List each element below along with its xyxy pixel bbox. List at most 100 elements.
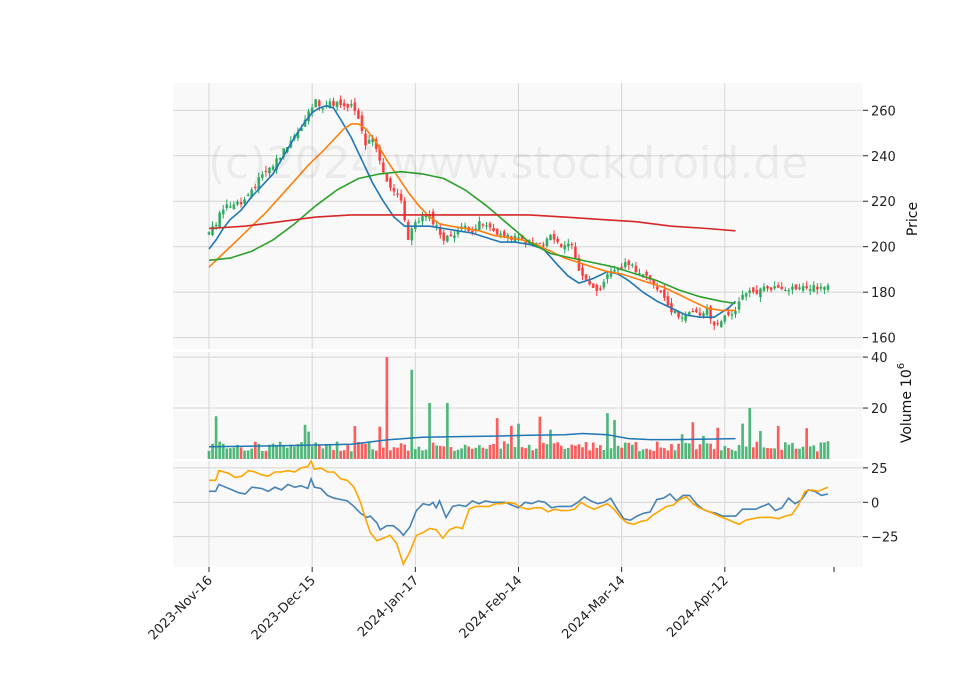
volume-bar-38 bbox=[342, 450, 346, 459]
volume-bar-83 bbox=[502, 441, 506, 459]
volume-bar-17 bbox=[268, 444, 271, 459]
volume-bar-29 bbox=[310, 446, 314, 459]
candle-body-116 bbox=[620, 266, 624, 269]
candle-body-31 bbox=[317, 100, 321, 107]
candle-body-149 bbox=[737, 301, 741, 310]
volume-bar-150 bbox=[741, 423, 744, 459]
volume-bar-107 bbox=[588, 450, 591, 459]
candle-body-81 bbox=[495, 228, 499, 235]
volume-bar-48 bbox=[378, 426, 382, 459]
volume-bar-90 bbox=[527, 444, 531, 459]
volume-bar-133 bbox=[680, 434, 684, 459]
volume-bar-41 bbox=[353, 426, 357, 459]
volume-bar-42 bbox=[357, 441, 360, 459]
volume-bar-40 bbox=[349, 451, 353, 459]
volume-bar-125 bbox=[652, 450, 656, 459]
candle-body-167 bbox=[801, 286, 805, 291]
candle-body-157 bbox=[766, 286, 769, 289]
candle-body-156 bbox=[762, 286, 766, 291]
volume-bar-74 bbox=[470, 448, 474, 459]
volume-bar-54 bbox=[399, 443, 403, 459]
volume-bar-163 bbox=[787, 444, 791, 459]
volume-bar-149 bbox=[737, 445, 741, 459]
candle-body-13 bbox=[253, 186, 257, 189]
candle-body-61 bbox=[424, 215, 428, 218]
candle-body-8 bbox=[236, 201, 239, 205]
candle-body-111 bbox=[602, 281, 606, 288]
candle-body-34 bbox=[328, 101, 332, 109]
volume-bar-99 bbox=[559, 445, 563, 459]
candle-body-125 bbox=[652, 279, 656, 286]
volume-bar-135 bbox=[687, 443, 691, 459]
candle-body-96 bbox=[549, 234, 552, 241]
volume-bar-138 bbox=[698, 444, 702, 459]
volume-bar-53 bbox=[396, 447, 399, 459]
candle-body-159 bbox=[773, 286, 776, 289]
candle-body-57 bbox=[410, 228, 414, 241]
candle-body-160 bbox=[776, 285, 780, 288]
candle-body-51 bbox=[389, 178, 392, 188]
volume-bar-167 bbox=[801, 446, 805, 459]
volume-bar-35 bbox=[332, 450, 335, 459]
candle-body-43 bbox=[360, 115, 364, 131]
volume-bar-172 bbox=[819, 442, 823, 459]
oscillator-panel: −25 0 25 bbox=[173, 459, 898, 567]
volume-bar-62 bbox=[428, 402, 431, 459]
price-moving-averages bbox=[208, 104, 737, 318]
volume-bar-174 bbox=[826, 441, 830, 459]
volume-bar-146 bbox=[727, 448, 730, 459]
x-tick-label-2: 2024-Jan-17 bbox=[355, 573, 422, 640]
candle-body-37 bbox=[339, 99, 342, 105]
volume-bar-18 bbox=[271, 443, 275, 459]
volume-bar-151 bbox=[744, 446, 748, 459]
volume-bar-106 bbox=[584, 441, 588, 459]
volume-bar-9 bbox=[239, 447, 243, 459]
candle-body-66 bbox=[442, 232, 446, 241]
candle-body-146 bbox=[727, 312, 730, 315]
moving-average-line-3 bbox=[208, 214, 736, 232]
volume-bar-144 bbox=[719, 450, 723, 459]
volume-bar-93 bbox=[538, 416, 542, 459]
volume-bar-113 bbox=[609, 448, 613, 459]
candle-body-150 bbox=[741, 294, 744, 300]
candle-body-27 bbox=[303, 119, 307, 127]
volume-bar-39 bbox=[346, 444, 350, 459]
volume-bar-86 bbox=[513, 447, 517, 459]
candle-body-15 bbox=[261, 174, 264, 178]
candle-body-89 bbox=[524, 241, 527, 244]
volume-bar-58 bbox=[413, 449, 417, 459]
candle-body-148 bbox=[734, 311, 737, 315]
candle-body-110 bbox=[598, 288, 602, 290]
candle-body-80 bbox=[492, 228, 495, 231]
volume-bar-132 bbox=[677, 443, 680, 459]
candle-body-152 bbox=[748, 290, 752, 293]
candle-body-136 bbox=[691, 311, 695, 313]
volume-bar-126 bbox=[655, 441, 659, 459]
candle-body-17 bbox=[268, 167, 271, 174]
volume-axis-base: 10 bbox=[899, 369, 915, 387]
price-tick-label-160: 160 bbox=[871, 332, 896, 347]
volume-bar-91 bbox=[531, 450, 535, 459]
volume-bar-76 bbox=[478, 445, 481, 459]
volume-bar-81 bbox=[495, 418, 499, 459]
candle-body-21 bbox=[282, 148, 286, 158]
candle-body-127 bbox=[659, 290, 663, 293]
price-panel: 160 180 200 220 240 260 Price bbox=[173, 83, 921, 349]
candle-body-163 bbox=[787, 290, 791, 292]
volume-bar-8 bbox=[236, 444, 239, 459]
volume-bar-103 bbox=[574, 445, 577, 459]
candle-body-134 bbox=[684, 314, 688, 321]
volume-bar-122 bbox=[641, 449, 645, 459]
volume-bar-24 bbox=[293, 446, 296, 459]
volume-bar-78 bbox=[485, 448, 488, 459]
volume-bar-12 bbox=[250, 448, 254, 459]
candle-body-129 bbox=[666, 296, 670, 306]
moving-average-line-2 bbox=[208, 170, 736, 305]
volume-bar-73 bbox=[467, 446, 471, 459]
candle-body-11 bbox=[246, 194, 250, 197]
price-grid bbox=[173, 83, 863, 349]
volume-bar-0 bbox=[207, 450, 211, 459]
candle-body-83 bbox=[502, 231, 506, 237]
price-tick-label-220: 220 bbox=[871, 195, 896, 210]
